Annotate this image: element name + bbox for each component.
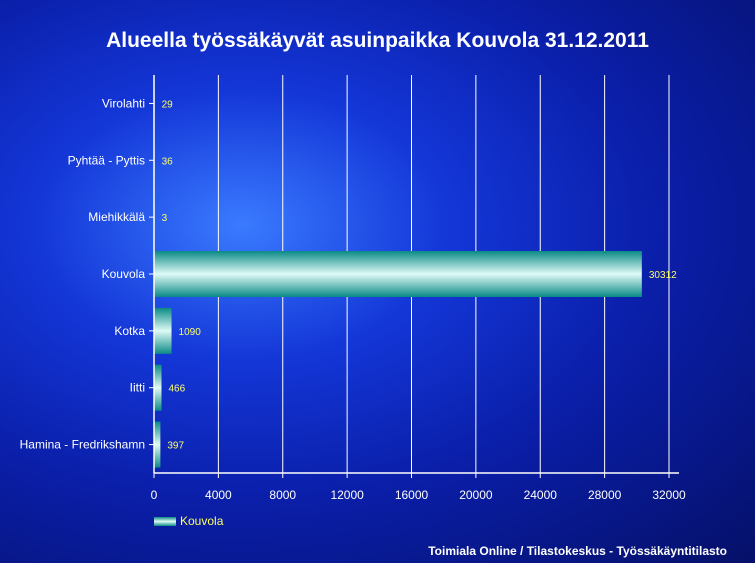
- legend-swatch: [154, 516, 176, 526]
- x-tick-label: 16000: [395, 488, 429, 502]
- category-label: Pyhtää - Pyttis: [68, 153, 145, 167]
- category-label: Iitti: [130, 381, 145, 395]
- x-tick-label: 32000: [652, 488, 686, 502]
- bar: [154, 307, 172, 354]
- category-label: Miehikkälä: [88, 210, 145, 224]
- category-label: Kotka: [114, 324, 145, 338]
- category-label: Kouvola: [102, 267, 146, 281]
- x-tick-label: 28000: [588, 488, 622, 502]
- category-label: Hamina - Fredrikshamn: [20, 438, 145, 452]
- legend: Kouvola: [154, 514, 223, 528]
- x-tick-label: 4000: [205, 488, 232, 502]
- x-tick-label: 20000: [459, 488, 493, 502]
- data-label: 3: [162, 213, 168, 224]
- x-tick-label: 8000: [269, 488, 296, 502]
- bar: [154, 251, 642, 297]
- x-tick-label: 12000: [330, 488, 364, 502]
- data-label: 466: [168, 384, 185, 395]
- data-label: 36: [162, 156, 174, 167]
- bar: [154, 364, 162, 411]
- data-label: 30312: [649, 270, 677, 281]
- x-tick-label: 0: [151, 488, 158, 502]
- chart-title: Alueella työssäkäyvät asuinpaikka Kouvol…: [106, 29, 649, 52]
- data-label: 1090: [179, 327, 202, 338]
- category-label: Virolahti: [102, 96, 145, 110]
- x-tick-label: 24000: [524, 488, 558, 502]
- data-label: 397: [167, 441, 184, 452]
- data-label: 29: [162, 99, 174, 110]
- source-text: Toimiala Online / Tilastokeskus - Työssä…: [428, 544, 727, 558]
- legend-label: Kouvola: [180, 514, 224, 528]
- bar: [154, 421, 161, 468]
